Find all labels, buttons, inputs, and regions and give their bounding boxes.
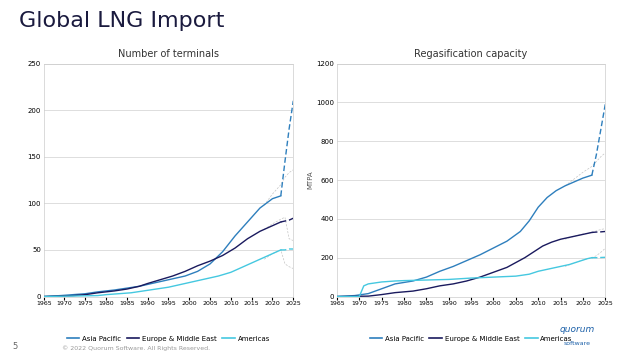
Legend: Asia Pacific, Europe & Middle East, Americas: Asia Pacific, Europe & Middle East, Amer… bbox=[64, 333, 273, 344]
Text: Global LNG Import: Global LNG Import bbox=[19, 11, 224, 31]
Text: © 2022 Quorum Software. All Rights Reserved.: © 2022 Quorum Software. All Rights Reser… bbox=[62, 346, 210, 351]
Y-axis label: MTPA: MTPA bbox=[308, 171, 313, 189]
Title: Number of terminals: Number of terminals bbox=[118, 49, 219, 59]
Text: software: software bbox=[563, 341, 591, 346]
Text: quorum: quorum bbox=[560, 325, 595, 334]
Title: Regasification capacity: Regasification capacity bbox=[414, 49, 528, 59]
Text: 5: 5 bbox=[12, 342, 17, 351]
Legend: Asia Pacific, Europe & Middle East, Americas: Asia Pacific, Europe & Middle East, Amer… bbox=[367, 333, 575, 344]
